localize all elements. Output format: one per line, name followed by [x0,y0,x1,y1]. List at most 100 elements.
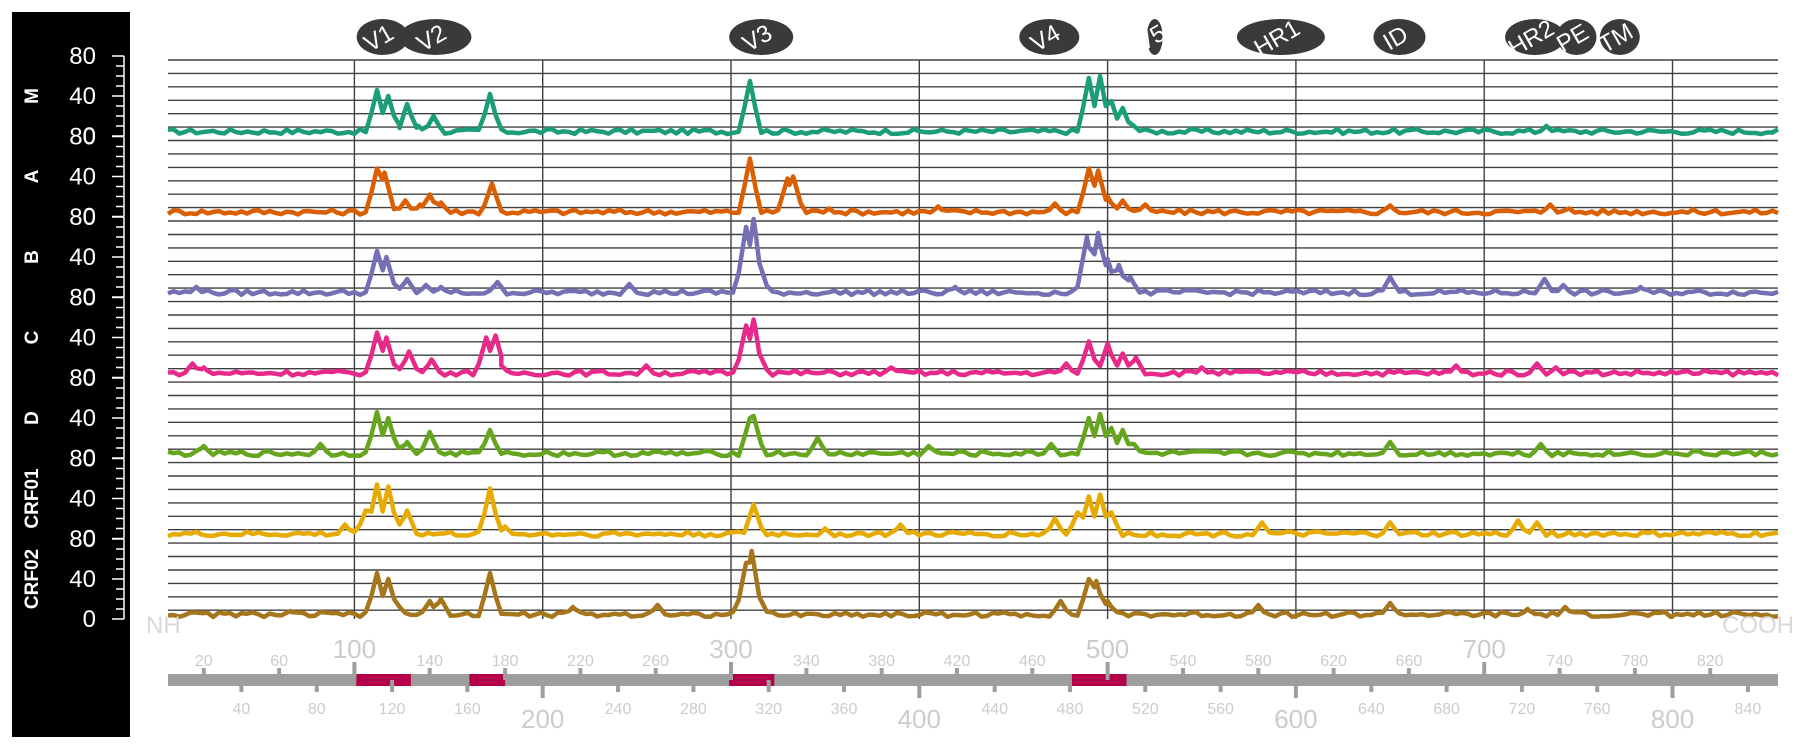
hxb2-tick-label: 240 [605,701,632,718]
hxb2-tick-label: 800 [1651,704,1694,734]
region-annotation-tm: TM [1594,18,1640,59]
hxb2-tick-label: 440 [981,701,1008,718]
hxb2-tick-label: 340 [793,653,820,670]
hxb2-position-axis: 20 60 140 180 220 260 340 380 420 460 540 580 620 660… [168,634,1778,734]
hxb2-tick-label: 500 [1086,634,1129,664]
hxb2-tick-label: 540 [1170,653,1197,670]
y-tick-label: 80 [69,285,96,312]
hxb2-tick-label: 840 [1735,701,1762,718]
y-tick-label: 0 [83,204,96,231]
hxb2-tick-label: 480 [1057,701,1084,718]
hxb2-tick-label: 200 [521,704,564,734]
region-badge-pe [1556,19,1597,55]
hxb2-tick-label: 320 [755,701,782,718]
panel-label-crf01: CRF01 [22,468,43,529]
series-group [166,73,1780,620]
series-line-c [167,317,1780,378]
region-badge-hr2 [1505,19,1566,55]
y-tick-label: 40 [69,83,96,110]
side-panel: M 0 40 80 A 0 40 80 B 0 40 80 C 0 40 80 D 0 40 80 CRF01 0 40 80… [22,43,125,633]
region-annotation-pe: PE [1552,19,1597,58]
hxb2-tick-label: 420 [944,653,971,670]
region-badge-hr1 [1236,19,1325,55]
y-tick-label: 40 [69,164,96,191]
y-tick-label: 0 [83,526,96,553]
region-badge-v3 [729,19,794,55]
hxb2-axis-bar [168,674,1778,686]
c-terminus-label: COOH [1722,612,1794,639]
region-badge-v1 [356,19,409,55]
terminus-labels: NH COOH [146,612,1794,639]
region-badge-v4 [1019,19,1080,55]
series-line-b [167,216,1779,298]
hxb2-tick-label: 20 [195,653,213,670]
hxb2-tick-label: 720 [1509,701,1536,718]
region-badge-tm [1599,19,1640,55]
hxb2-tick-label: 300 [709,634,752,664]
n-terminus-label: NH [146,612,181,639]
hxb2-tick-label: 820 [1697,653,1724,670]
hxb2-tick-label: 640 [1358,701,1385,718]
hxb2-tick-label: 360 [831,701,858,718]
variable-loop-highlight [1071,674,1127,686]
hxb2-tick-label: 740 [1546,653,1573,670]
y-tick-label: 80 [69,204,96,231]
side-panel-background [12,12,130,737]
hxb2-tick-label: 380 [868,653,895,670]
hxb2-tick-label: 660 [1396,653,1423,670]
hxb2-tick-label: 700 [1463,634,1506,664]
panel-label-a: A [22,169,43,183]
variable-loop-highlight [356,674,411,686]
hxb2-tick-label: 780 [1622,653,1649,670]
region-annotation-v3: V3 [729,19,794,58]
hxb2-tick-label: 260 [642,653,669,670]
region-badge-id [1373,19,1426,55]
series-line-d [167,409,1779,459]
panel-label-d: D [22,411,43,425]
hxb2-tick-label: 400 [898,704,941,734]
y-tick-label: 80 [69,446,96,473]
hxb2-tick-label: 140 [416,653,443,670]
region-annotation-v2: V2 [399,19,472,58]
y-tick-label: 80 [69,124,96,151]
y-tick-label: 80 [69,43,96,70]
hxb2-tick-label: 180 [492,653,519,670]
y-tick-label: 40 [69,405,96,432]
panel-label-m: M [22,88,43,104]
hxb2-tick-label: 560 [1207,701,1234,718]
y-tick-label: 80 [69,526,96,553]
panel-label-b: B [22,250,43,264]
hxb2-tick-label: 40 [233,701,251,718]
hxb2-tick-label: 680 [1433,701,1460,718]
y-tick-label: 0 [83,365,96,392]
series-line-m [167,73,1780,137]
y-tick-label: 0 [83,284,96,311]
region-annotation-v5: V5 [1131,19,1170,58]
hxb2-tick-label: 120 [379,701,406,718]
region-annotation-v4: V4 [1019,19,1080,58]
hxb2-tick-label: 620 [1320,653,1347,670]
hxb2-tick-label: 80 [308,701,326,718]
hxb2-tick-label: 280 [680,701,707,718]
region-label-v5: V5 [1131,19,1170,57]
y-tick-label: 40 [69,486,96,513]
series-line-crf02 [167,548,1779,620]
panel-label-c: C [22,330,43,344]
y-tick-label: 40 [69,244,96,271]
region-annotation-id: ID [1373,19,1426,56]
hxb2-tick-label: 580 [1245,653,1272,670]
series-line-crf01 [167,482,1779,539]
y-tick-label: 0 [83,445,96,472]
y-tick-label: 0 [83,123,96,150]
hxb2-tick-label: 220 [567,653,594,670]
hxb2-tick-label: 520 [1132,701,1159,718]
region-badge-v2 [399,19,472,55]
region-annotation-hr1: HR1 [1236,15,1325,62]
series-line-a [166,156,1779,217]
panel-label-crf02: CRF02 [22,549,43,609]
hxb2-tick-label: 160 [454,701,481,718]
hxb2-tick-label: 100 [333,634,376,664]
variable-loop-highlight [469,674,506,686]
